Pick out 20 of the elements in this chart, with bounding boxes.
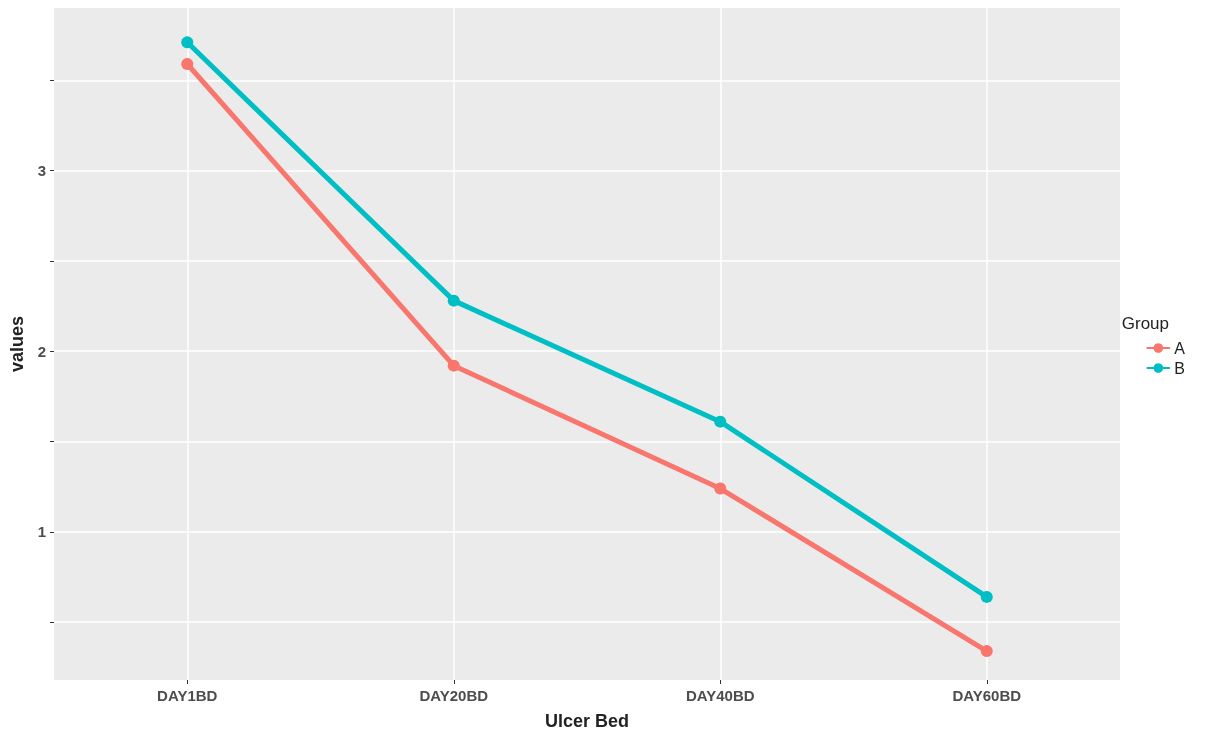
x-tick-label: DAY60BD — [952, 687, 1022, 704]
point — [181, 58, 194, 70]
point — [714, 482, 727, 495]
point — [980, 645, 993, 658]
point — [980, 590, 993, 603]
point — [714, 415, 727, 428]
x-tick-label: DAY1BD — [157, 687, 218, 704]
point — [447, 359, 460, 372]
y-axis-title: values — [7, 315, 27, 373]
point — [447, 294, 460, 307]
y-tick-label: 1 — [37, 523, 46, 541]
x-tick-label: DAY40BD — [685, 687, 755, 704]
y-tick-label: 2 — [37, 342, 46, 360]
x-axis-title: Ulcer Bed — [544, 711, 630, 731]
legend-label: B — [1174, 359, 1185, 377]
legend-title: Group — [1121, 314, 1169, 333]
y-tick-label: 3 — [37, 162, 46, 180]
legend-label: A — [1174, 339, 1186, 357]
point — [181, 36, 194, 49]
x-tick-label: DAY20BD — [419, 687, 489, 704]
